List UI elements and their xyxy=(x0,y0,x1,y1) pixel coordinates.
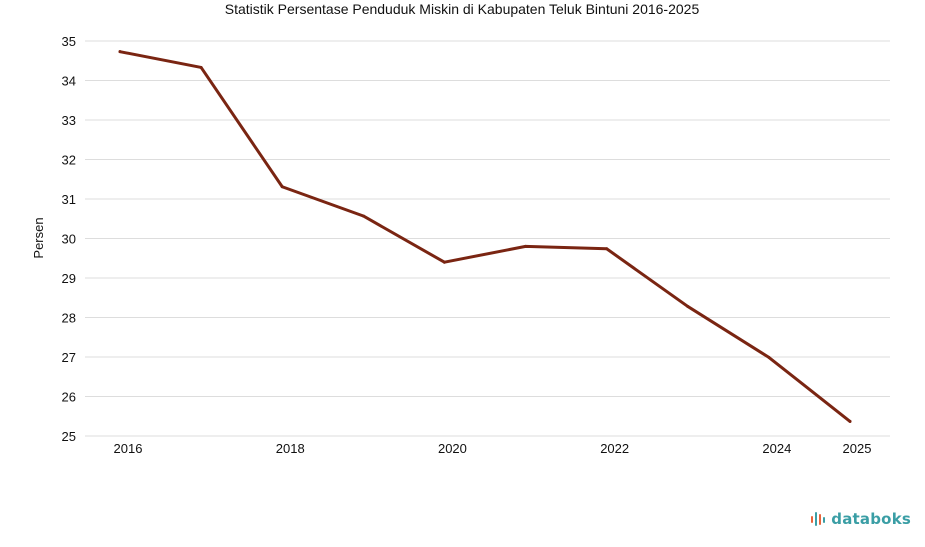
y-tick-label: 25 xyxy=(62,429,76,444)
data-point-2016[interactable] xyxy=(118,50,122,54)
data-point-2020[interactable] xyxy=(442,260,446,264)
y-tick-label: 33 xyxy=(62,113,76,128)
grid-lines xyxy=(85,40,890,437)
x-tick-label: 2020 xyxy=(438,441,467,456)
y-tick-label: 28 xyxy=(62,311,76,326)
databoks-bars-icon xyxy=(811,512,826,526)
y-tick-label: 30 xyxy=(62,232,76,247)
y-tick-label: 31 xyxy=(62,192,76,207)
y-axis-label: Persen xyxy=(31,217,46,258)
data-point-2017[interactable] xyxy=(199,65,203,69)
x-tick-label: 2022 xyxy=(600,441,629,456)
series-layer xyxy=(118,50,852,423)
y-tick-label: 29 xyxy=(62,271,76,286)
y-tick-label: 26 xyxy=(62,390,76,405)
y-axis-ticks: 25 26 27 28 29 30 31 32 33 34 35 xyxy=(62,34,76,444)
data-point-2018[interactable] xyxy=(280,185,284,189)
data-point-2019[interactable] xyxy=(361,214,365,218)
x-tick-label: 2024 xyxy=(762,441,791,456)
brand-name: databoks xyxy=(831,510,911,528)
series-line xyxy=(118,50,852,423)
data-point-2023[interactable] xyxy=(686,304,690,308)
data-point-2024[interactable] xyxy=(767,355,771,359)
x-axis-ticks: 2016 2018 2020 2022 2024 2025 xyxy=(114,441,872,456)
data-point-2021[interactable] xyxy=(524,244,528,248)
data-point-2025[interactable] xyxy=(848,419,852,423)
x-tick-label: 2016 xyxy=(114,441,143,456)
y-tick-label: 34 xyxy=(62,74,76,89)
data-point-2022[interactable] xyxy=(605,247,609,251)
y-tick-label: 32 xyxy=(62,153,76,168)
chart-title: Statistik Persentase Penduduk Miskin di … xyxy=(225,1,700,17)
x-tick-label: 2018 xyxy=(276,441,305,456)
databoks-logo: databoks xyxy=(810,510,911,528)
x-tick-label: 2025 xyxy=(843,441,872,456)
y-tick-label: 35 xyxy=(62,34,76,49)
y-tick-label: 27 xyxy=(62,350,76,365)
